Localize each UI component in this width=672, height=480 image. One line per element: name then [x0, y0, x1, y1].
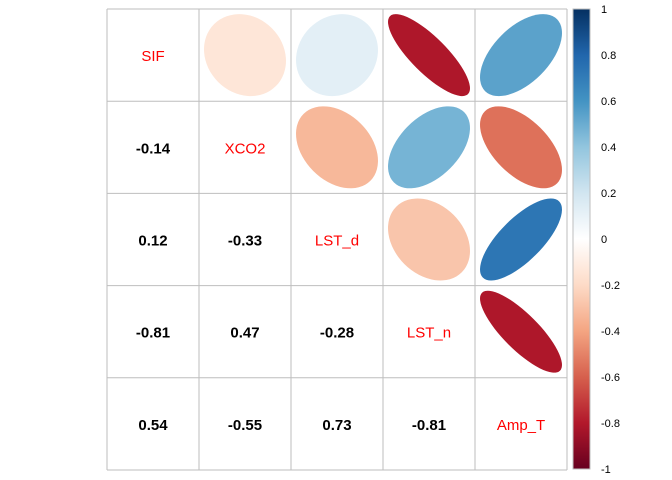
ellipse-XCO2-LST_n	[388, 106, 470, 189]
coefficient-label: 0.12	[138, 233, 167, 250]
coefficient-label: -0.28	[320, 325, 354, 342]
ellipse-LST_n-Amp_T	[480, 290, 562, 373]
colorbar-tick-label: 0.8	[601, 50, 616, 62]
ellipse-layer	[204, 14, 562, 373]
coefficient-label: -0.33	[228, 233, 262, 250]
ellipse-SIF-LST_d	[296, 14, 378, 97]
coefficient-label: -0.81	[136, 325, 170, 342]
ellipse-SIF-XCO2	[204, 14, 286, 97]
colorbar-tick-label: -0.6	[601, 372, 620, 384]
colorbar-tick-label: 0	[601, 234, 607, 246]
colorbar-tick-label: 1	[601, 4, 607, 16]
diagonal-label-LST_d: LST_d	[315, 233, 359, 250]
ellipse-XCO2-LST_d	[296, 106, 378, 189]
coefficient-label: -0.55	[228, 417, 262, 434]
colorbar-tick-label: -0.8	[601, 418, 620, 430]
colorbar-tick-label: 0.6	[601, 96, 616, 108]
ellipse-XCO2-Amp_T	[480, 106, 562, 189]
colorbar-tick-label: -1	[601, 464, 611, 476]
diagonal-label-SIF: SIF	[141, 48, 164, 65]
coefficient-label: 0.47	[230, 325, 259, 342]
colorbar-tick-label: 0.4	[601, 142, 616, 154]
colorbar-tick-label: -0.4	[601, 326, 620, 338]
ellipse-SIF-Amp_T	[480, 14, 562, 97]
colorbar-tick-label: 0.2	[601, 188, 616, 200]
coefficient-label: -0.14	[136, 140, 171, 157]
coefficient-label: 0.73	[322, 417, 351, 434]
diagonal-label-Amp_T: Amp_T	[497, 417, 545, 434]
diagonal-label-LST_n: LST_n	[407, 325, 451, 342]
colorbar-tick-label: -0.2	[601, 280, 620, 292]
coefficient-label: 0.54	[138, 417, 168, 434]
ellipse-SIF-LST_n	[388, 14, 470, 97]
coefficient-label: -0.81	[412, 417, 446, 434]
diagonal-label-XCO2: XCO2	[225, 140, 266, 157]
ellipse-LST_d-LST_n	[388, 198, 470, 281]
colorbar-gradient	[572, 8, 591, 470]
ellipse-LST_d-Amp_T	[480, 198, 562, 281]
label-layer: SIF XCO2 LST_d LST_n Amp_T -0.14 0.12 -0.33 -0.8…	[136, 48, 545, 434]
colorbar: 1 0.8 0.6 0.4 0.2 0 -0.2 -0.4 -0.6 -0.8 -1	[572, 4, 620, 476]
grid-layer	[106, 8, 568, 471]
